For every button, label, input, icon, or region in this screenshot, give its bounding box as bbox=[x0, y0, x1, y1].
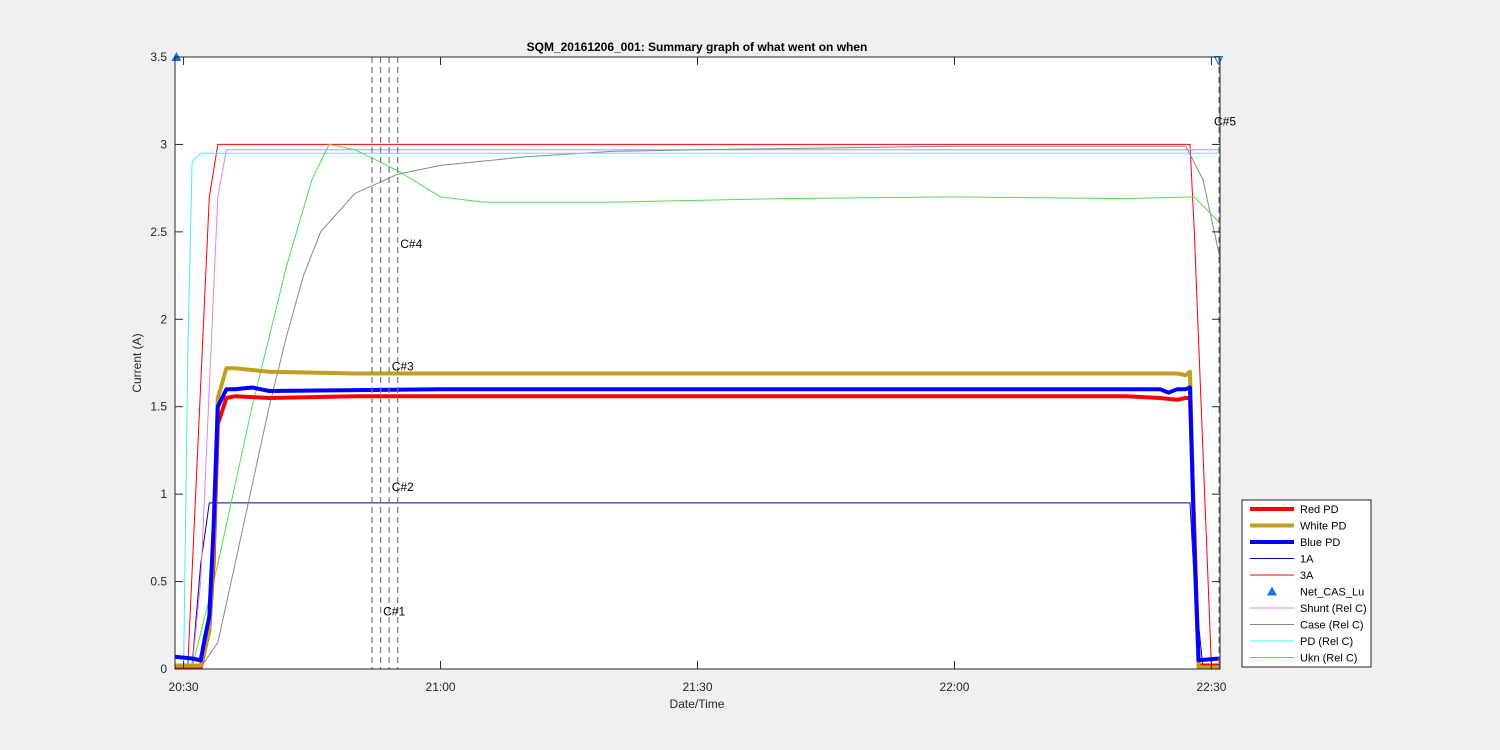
x-tick-label: 21:00 bbox=[426, 680, 456, 694]
series-blue-pd-line bbox=[175, 385, 1220, 663]
x-axis-label: Date/Time bbox=[670, 697, 725, 711]
legend: Red PD White PD Blue PD 1A 3A Net_CAS_Lu Shunt… bbox=[1241, 499, 1372, 668]
y-tick-label: 2 bbox=[160, 312, 167, 326]
legend-item-1a: 1A bbox=[1250, 554, 1314, 566]
legend-swatch bbox=[1267, 586, 1277, 596]
legend-item-red-pd: Red PD bbox=[1250, 504, 1339, 516]
plot-area bbox=[175, 57, 1220, 669]
annotation-label: C#5 bbox=[1214, 115, 1236, 129]
plot-series bbox=[175, 143, 1220, 669]
legend-item-white-pd: White PD bbox=[1250, 521, 1347, 533]
legend-item-3a: 3A bbox=[1250, 570, 1314, 582]
y-tick-label: 3.5 bbox=[150, 50, 167, 64]
legend-item-case-rel-c: Case (Rel C) bbox=[1250, 620, 1364, 632]
series-pd-rel-c-line bbox=[175, 152, 1220, 668]
legend-item-net-cas-lu: Net_CAS_Lu bbox=[1267, 586, 1364, 599]
series-ukn-rel-c-line bbox=[175, 143, 1220, 668]
legend-box bbox=[1241, 499, 1372, 668]
x-tick-label: 22:00 bbox=[939, 680, 969, 694]
legend-item-pd-rel-c: PD (Rel C) bbox=[1250, 636, 1353, 648]
legend-label: 1A bbox=[1300, 554, 1314, 566]
y-tick-label: 2.5 bbox=[150, 225, 167, 239]
series-shunt-rel-c-line bbox=[175, 149, 1220, 668]
legend-label: Net_CAS_Lu bbox=[1300, 587, 1364, 599]
series-3a-line bbox=[175, 143, 1220, 666]
x-tick-label: 21:30 bbox=[682, 680, 712, 694]
marker-down-triangle bbox=[1213, 55, 1224, 66]
legend-label: White PD bbox=[1300, 521, 1347, 533]
annotation-label: C#3 bbox=[392, 359, 414, 373]
y-axis-label: Current (A) bbox=[130, 333, 144, 392]
legend-item-blue-pd: Blue PD bbox=[1250, 537, 1340, 549]
cursor-lines bbox=[371, 57, 1220, 669]
legend-item-shunt-rel-c: Shunt (Rel C) bbox=[1250, 603, 1367, 615]
annotation-label: C#1 bbox=[383, 604, 405, 618]
legend-label: PD (Rel C) bbox=[1300, 636, 1353, 648]
series-case-rel-c-line bbox=[175, 145, 1220, 668]
legend-item-ukn-rel-c: Ukn (Rel C) bbox=[1250, 653, 1357, 665]
legend-label: Shunt (Rel C) bbox=[1300, 603, 1367, 615]
legend-label: 3A bbox=[1300, 570, 1314, 582]
legend-label: Case (Rel C) bbox=[1300, 620, 1364, 632]
legend-label: Ukn (Rel C) bbox=[1300, 653, 1357, 665]
y-axis-ticks: 0 0.5 1 1.5 2 2.5 3 3.5 bbox=[150, 50, 1220, 676]
y-tick-label: 1 bbox=[160, 487, 167, 501]
x-tick-label: 20:30 bbox=[169, 680, 199, 694]
x-tick-label: 22:30 bbox=[1196, 680, 1226, 694]
annotation-label: C#4 bbox=[400, 237, 422, 251]
y-tick-label: 0.5 bbox=[150, 575, 167, 589]
annotation-label: C#2 bbox=[392, 480, 414, 494]
y-tick-label: 3 bbox=[160, 137, 167, 151]
legend-label: Red PD bbox=[1300, 504, 1339, 516]
legend-label: Blue PD bbox=[1300, 537, 1340, 549]
y-tick-label: 1.5 bbox=[150, 400, 167, 414]
x-axis-ticks: 20:30 21:00 21:30 22:00 22:30 bbox=[169, 57, 1227, 694]
y-tick-label: 0 bbox=[160, 662, 167, 676]
chart-title: SQM_20161206_001: Summary graph of what … bbox=[527, 40, 868, 54]
